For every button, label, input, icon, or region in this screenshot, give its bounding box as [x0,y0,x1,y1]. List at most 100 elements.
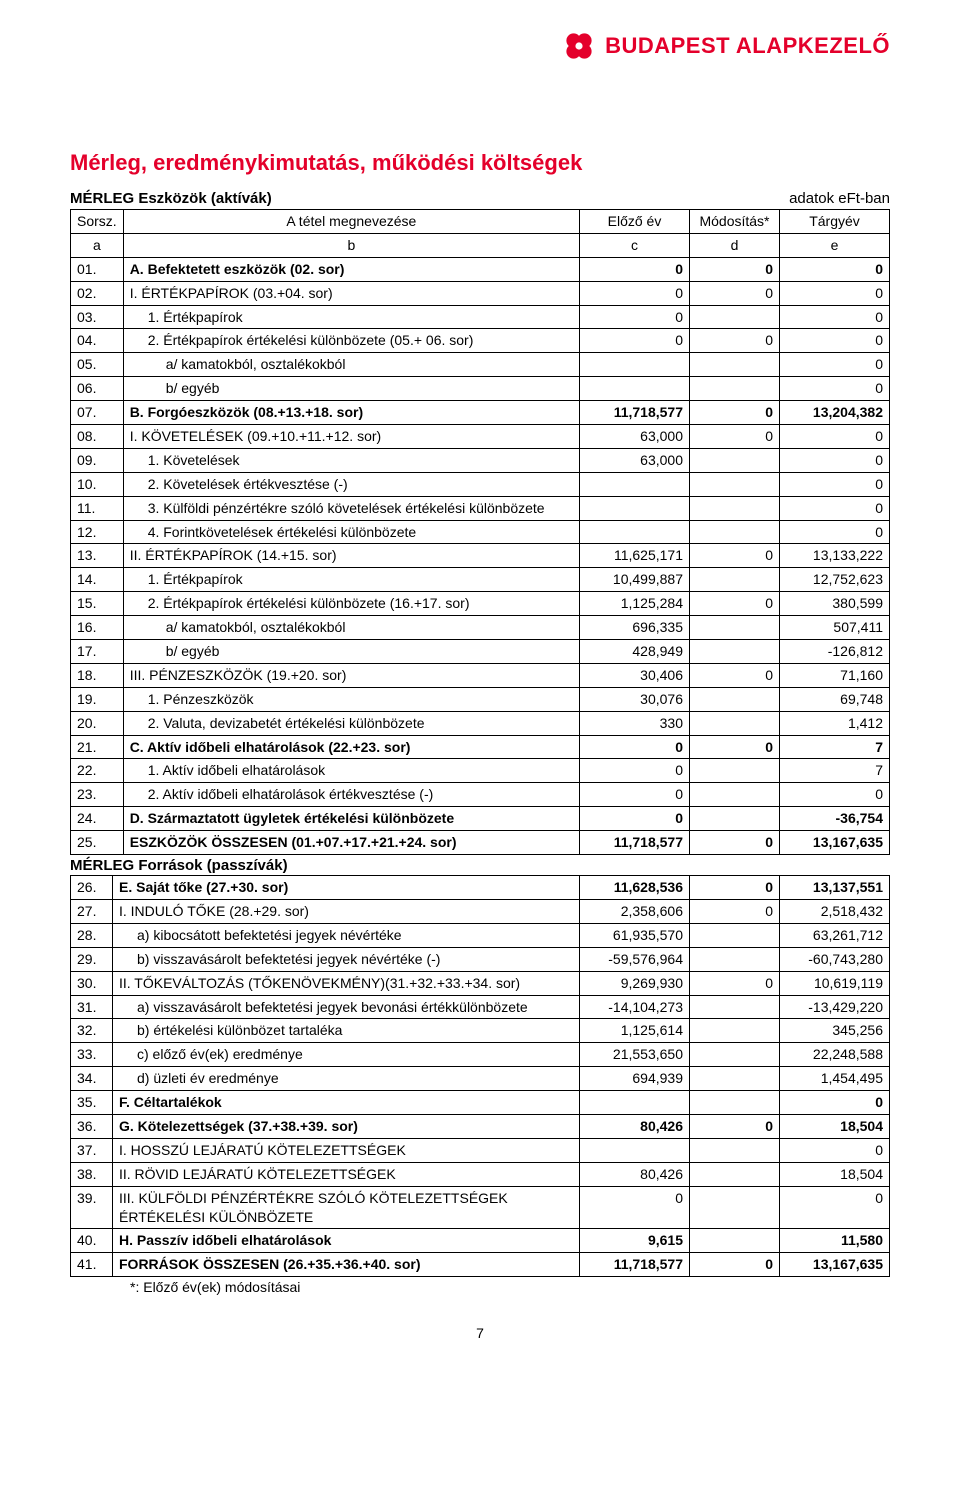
cell-targy: 63,261,712 [780,923,890,947]
table-row: 41.FORRÁSOK ÖSSZESEN (26.+35.+36.+40. so… [71,1253,890,1277]
flower-icon [561,28,597,64]
cell-sorsz: 29. [71,947,113,971]
cell-sorsz: 32. [71,1019,113,1043]
cell-mod [690,377,780,401]
cell-prev: 11,718,577 [580,831,690,855]
table-row: 31.a) visszavásárolt befektetési jegyek … [71,995,890,1019]
cell-name: II. RÖVID LEJÁRATÚ KÖTELEZETTSÉGEK [113,1162,580,1186]
table-row: 38.II. RÖVID LEJÁRATÚ KÖTELEZETTSÉGEK80,… [71,1162,890,1186]
cell-sorsz: 03. [71,305,124,329]
cell-targy: 10,619,119 [780,971,890,995]
cell-targy: 1,412 [780,711,890,735]
cell-targy: 0 [780,329,890,353]
cell-sorsz: 33. [71,1043,113,1067]
cell-name: a) kibocsátott befektetési jegyek névért… [113,923,580,947]
cell-name: I. HOSSZÚ LEJÁRATÚ KÖTELEZETTSÉGEK [113,1138,580,1162]
table-row: 35.F. Céltartalékok0 [71,1091,890,1115]
cell-prev: 0 [580,1186,690,1229]
table-row: 33.c) előző év(ek) eredménye21,553,65022… [71,1043,890,1067]
cell-targy: 18,504 [780,1114,890,1138]
cell-targy: 18,504 [780,1162,890,1186]
table-row: 30.II. TŐKEVÁLTOZÁS (TŐKENÖVEKMÉNY)(31.+… [71,971,890,995]
cell-prev: 10,499,887 [580,568,690,592]
cell-prev [580,472,690,496]
cell-name: I. INDULÓ TŐKE (28.+29. sor) [113,899,580,923]
assets-subhead: MÉRLEG Eszközök (aktívák) adatok eFt-ban [70,190,890,207]
table-row: 19.1. Pénzeszközök30,07669,748 [71,687,890,711]
cell-targy: 12,752,623 [780,568,890,592]
cell-sorsz: 24. [71,807,124,831]
cell-prev: 0 [580,807,690,831]
table-row: 29.b) visszavásárolt befektetési jegyek … [71,947,890,971]
cell-mod: 0 [690,544,780,568]
table-row: 03.1. Értékpapírok00 [71,305,890,329]
th-mod: Módosítás* [690,210,780,234]
assets-heading: MÉRLEG Eszközök (aktívák) [70,190,272,207]
cell-prev: 0 [580,735,690,759]
cell-mod [690,1043,780,1067]
cell-name: b) értékelési különbözet tartaléka [113,1019,580,1043]
cell-prev: 0 [580,329,690,353]
table-row: 10.2. Követelések értékvesztése (-)0 [71,472,890,496]
cell-mod [690,807,780,831]
cell-sorsz: 35. [71,1091,113,1115]
table-row: 25.ESZKÖZÖK ÖSSZESEN (01.+07.+17.+21.+24… [71,831,890,855]
cell-prev: 0 [580,305,690,329]
cell-targy: 1,454,495 [780,1067,890,1091]
cell-mod [690,1186,780,1229]
cell-mod [690,616,780,640]
page: BUDAPEST ALAPKEZELŐ Mérleg, eredménykimu… [0,0,960,1361]
cell-targy: 507,411 [780,616,890,640]
th-e: e [780,233,890,257]
cell-mod: 0 [690,425,780,449]
cell-targy: 0 [780,1091,890,1115]
cell-mod: 0 [690,971,780,995]
table-row: 14.1. Értékpapírok10,499,88712,752,623 [71,568,890,592]
cell-name: 2. Aktív időbeli elhatárolások értékvesz… [123,783,579,807]
cell-targy: 0 [780,496,890,520]
cell-sorsz: 13. [71,544,124,568]
table-row: 36.G. Kötelezettségek (37.+38.+39. sor)8… [71,1114,890,1138]
cell-prev: 330 [580,711,690,735]
cell-prev: 61,935,570 [580,923,690,947]
cell-sorsz: 16. [71,616,124,640]
cell-targy: 13,167,635 [780,1253,890,1277]
cell-sorsz: 21. [71,735,124,759]
cell-mod [690,995,780,1019]
cell-targy: 71,160 [780,663,890,687]
cell-name: a) visszavásárolt befektetési jegyek bev… [113,995,580,1019]
cell-prev [580,520,690,544]
cell-name: 2. Valuta, devizabetét értékelési különb… [123,711,579,735]
cell-name: C. Aktív időbeli elhatárolások (22.+23. … [123,735,579,759]
brand-logo: BUDAPEST ALAPKEZELŐ [561,28,890,64]
table-row: 40.H. Passzív időbeli elhatárolások9,615… [71,1229,890,1253]
table-row: 12.4. Forintkövetelések értékelési külön… [71,520,890,544]
table-row: 27.I. INDULÓ TŐKE (28.+29. sor)2,358,606… [71,899,890,923]
cell-sorsz: 40. [71,1229,113,1253]
cell-mod: 0 [690,1253,780,1277]
cell-sorsz: 07. [71,401,124,425]
cell-targy: 0 [780,377,890,401]
cell-sorsz: 38. [71,1162,113,1186]
th-c: c [580,233,690,257]
cell-mod [690,520,780,544]
cell-targy: 0 [780,783,890,807]
cell-name: G. Kötelezettségek (37.+38.+39. sor) [113,1114,580,1138]
cell-sorsz: 12. [71,520,124,544]
cell-name: ESZKÖZÖK ÖSSZESEN (01.+07.+17.+21.+24. s… [123,831,579,855]
cell-sorsz: 25. [71,831,124,855]
table-row: 23.2. Aktív időbeli elhatárolások értékv… [71,783,890,807]
cell-mod: 0 [690,401,780,425]
th-a: a [71,233,124,257]
cell-mod [690,353,780,377]
cell-name: 1. Értékpapírok [123,305,579,329]
cell-targy: 22,248,588 [780,1043,890,1067]
cell-targy: 0 [780,520,890,544]
units-label: adatok eFt-ban [789,190,890,207]
cell-prev: 9,615 [580,1229,690,1253]
cell-targy: 13,167,635 [780,831,890,855]
cell-name: FORRÁSOK ÖSSZESEN (26.+35.+36.+40. sor) [113,1253,580,1277]
cell-mod [690,1067,780,1091]
cell-targy: 0 [780,353,890,377]
cell-mod [690,568,780,592]
